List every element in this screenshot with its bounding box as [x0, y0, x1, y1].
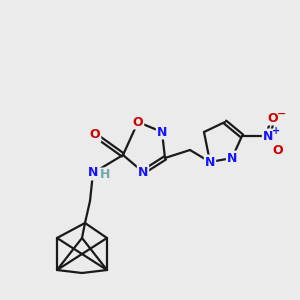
Text: N: N — [138, 166, 148, 178]
Text: N: N — [227, 152, 237, 164]
Text: N: N — [157, 125, 167, 139]
Text: O: O — [90, 128, 100, 142]
Text: +: + — [272, 126, 280, 136]
Text: −: − — [277, 109, 287, 119]
Text: N: N — [205, 155, 215, 169]
Text: N: N — [88, 167, 98, 179]
Text: H: H — [100, 169, 110, 182]
Text: N: N — [263, 130, 273, 142]
Text: O: O — [273, 143, 283, 157]
Text: O: O — [268, 112, 278, 124]
Text: O: O — [133, 116, 143, 128]
